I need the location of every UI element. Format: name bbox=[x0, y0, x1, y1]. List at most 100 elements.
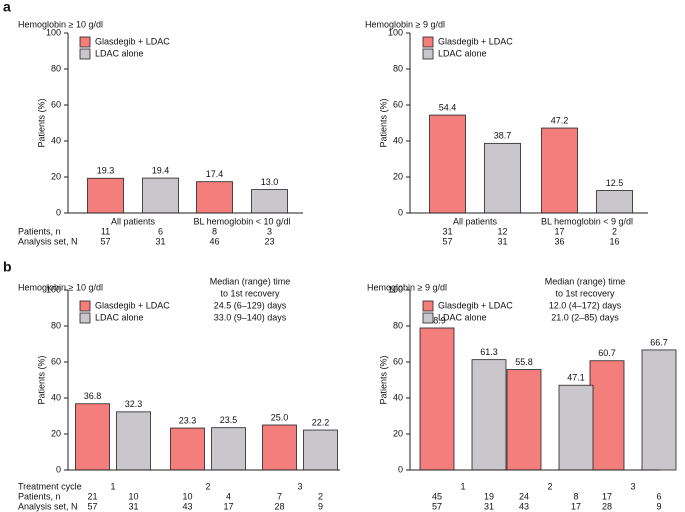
panel-label: a bbox=[3, 0, 11, 15]
legend-swatch bbox=[422, 300, 434, 312]
legend-label: Glasdegib + LDAC bbox=[95, 300, 170, 310]
y-axis-label: Patients (%) bbox=[378, 355, 388, 404]
annotation-line: 12.0 (4–172) days bbox=[549, 300, 622, 310]
y-tick-label: 100 bbox=[388, 284, 403, 294]
bar bbox=[506, 369, 542, 471]
y-tick-label: 20 bbox=[51, 428, 61, 438]
table-cell: 2 bbox=[612, 226, 617, 236]
table-cell: 10 bbox=[128, 491, 138, 501]
bar bbox=[196, 181, 233, 214]
table-cell: 31 bbox=[497, 236, 507, 246]
table-cell: 9 bbox=[656, 501, 661, 511]
table-cell: 6 bbox=[656, 491, 661, 501]
bar bbox=[429, 114, 466, 214]
y-tick-label: 40 bbox=[393, 392, 403, 402]
category-label: 1 bbox=[110, 481, 115, 491]
y-tick-label: 100 bbox=[46, 284, 61, 294]
bar bbox=[596, 190, 633, 214]
chart-title: Hemoglobin ≥ 9 g/dl bbox=[367, 282, 447, 292]
y-tick-label: 20 bbox=[393, 171, 403, 181]
bar bbox=[251, 189, 288, 214]
y-tick-label: 60 bbox=[393, 356, 403, 366]
value-label: 36.8 bbox=[84, 391, 102, 401]
legend-swatch bbox=[422, 36, 434, 48]
bar bbox=[541, 127, 578, 214]
legend-label: LDAC alone bbox=[438, 312, 487, 322]
value-label: 22.2 bbox=[312, 417, 330, 427]
table-cell: 8 bbox=[212, 226, 217, 236]
y-tick-label: 80 bbox=[51, 63, 61, 73]
annotation-line: 21.0 (2–85) days bbox=[551, 312, 619, 322]
table-cell: 12 bbox=[497, 226, 507, 236]
y-tick-label: 0 bbox=[398, 207, 403, 217]
legend-label: LDAC alone bbox=[95, 312, 144, 322]
table-cell: 57 bbox=[87, 501, 97, 511]
legend-label: Glasdegib + LDAC bbox=[438, 36, 513, 46]
annotation-line: 24.5 (6–129) days bbox=[214, 300, 287, 310]
bar bbox=[87, 177, 124, 214]
table-cell: 2 bbox=[318, 491, 323, 501]
y-tick-label: 100 bbox=[388, 27, 403, 37]
table-cell: 21 bbox=[87, 491, 97, 501]
value-label: 61.3 bbox=[480, 347, 498, 357]
chart-title: Hemoglobin ≥ 10 g/dl bbox=[18, 282, 103, 292]
bar bbox=[142, 177, 179, 214]
legend-label: LDAC alone bbox=[95, 48, 144, 58]
table-cell: 16 bbox=[609, 236, 619, 246]
y-tick-label: 60 bbox=[393, 99, 403, 109]
table-cell: 6 bbox=[158, 226, 163, 236]
bar bbox=[262, 424, 297, 471]
table-cell: 57 bbox=[442, 236, 452, 246]
row-label: Analysis set, N bbox=[18, 236, 78, 246]
chart-title: Hemoglobin ≥ 9 g/dl bbox=[365, 19, 445, 29]
value-label: 32.3 bbox=[125, 399, 143, 409]
value-label: 25.0 bbox=[271, 412, 289, 422]
category-label: 1 bbox=[460, 481, 465, 491]
legend-label: Glasdegib + LDAC bbox=[95, 36, 170, 46]
legend-label: Glasdegib + LDAC bbox=[438, 300, 513, 310]
panel-label: b bbox=[3, 259, 12, 275]
value-label: 17.4 bbox=[206, 169, 224, 179]
bar bbox=[116, 411, 151, 471]
value-label: 54.4 bbox=[439, 102, 457, 112]
bar bbox=[641, 349, 677, 471]
category-label: 2 bbox=[205, 481, 210, 491]
bar bbox=[75, 403, 110, 471]
table-cell: 31 bbox=[128, 501, 138, 511]
row-label: Analysis set, N bbox=[18, 501, 78, 511]
legend-swatch bbox=[79, 36, 91, 48]
table-cell: 46 bbox=[209, 236, 219, 246]
y-tick-label: 40 bbox=[51, 135, 61, 145]
y-tick-label: 40 bbox=[393, 135, 403, 145]
bar bbox=[170, 427, 205, 471]
table-cell: 31 bbox=[484, 501, 494, 511]
y-axis-label: Patients (%) bbox=[36, 355, 46, 404]
value-label: 47.1 bbox=[567, 373, 585, 383]
table-cell: 43 bbox=[519, 501, 529, 511]
y-tick-label: 0 bbox=[56, 207, 61, 217]
value-label: 60.7 bbox=[598, 348, 616, 358]
annotation-heading: Median (range) time bbox=[210, 276, 291, 286]
annotation-heading: to 1st recovery bbox=[555, 288, 615, 298]
table-cell: 31 bbox=[155, 236, 165, 246]
table-cell: 7 bbox=[277, 491, 282, 501]
value-label: 13.0 bbox=[261, 177, 279, 187]
y-tick-label: 80 bbox=[393, 63, 403, 73]
table-cell: 43 bbox=[182, 501, 192, 511]
table-cell: 4 bbox=[226, 491, 231, 501]
annotation-heading: Median (range) time bbox=[545, 276, 626, 286]
y-tick-label: 40 bbox=[51, 392, 61, 402]
table-cell: 23 bbox=[264, 236, 274, 246]
legend-swatch bbox=[79, 312, 91, 324]
bar bbox=[471, 359, 507, 471]
table-cell: 17 bbox=[571, 501, 581, 511]
value-label: 78.9 bbox=[428, 315, 446, 325]
legend-swatch bbox=[422, 48, 434, 60]
row-label: Patients, n bbox=[18, 491, 61, 501]
value-label: 23.5 bbox=[220, 415, 238, 425]
value-label: 47.2 bbox=[551, 115, 569, 125]
table-cell: 17 bbox=[554, 226, 564, 236]
bar bbox=[558, 384, 594, 471]
table-cell: 24 bbox=[519, 491, 529, 501]
